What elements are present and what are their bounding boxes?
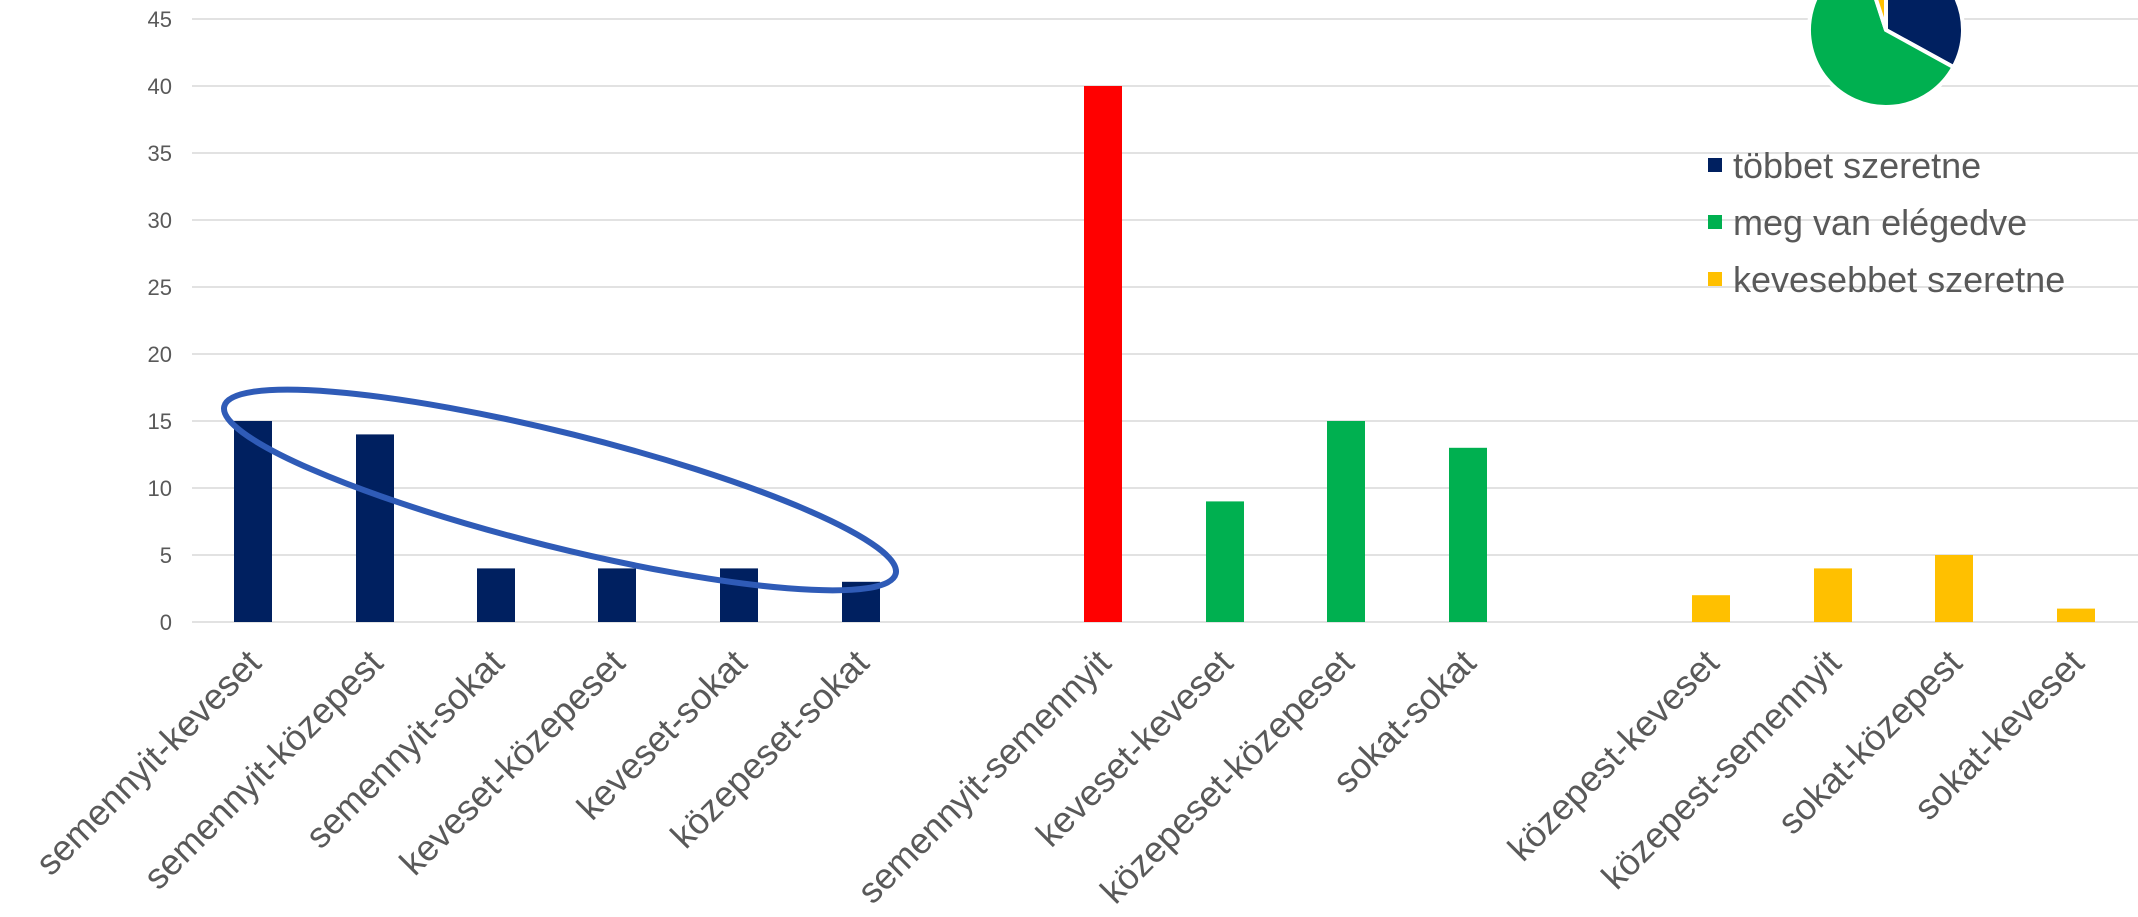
y-tick-label: 30 xyxy=(148,208,172,233)
annotation-ellipse-layer xyxy=(220,386,900,594)
bar-közepeset-közepeset xyxy=(1327,421,1365,622)
bar-közepest-keveset xyxy=(1692,595,1730,622)
bar-sokat-keveset xyxy=(2057,608,2095,622)
bar-semennyit-keveset xyxy=(234,421,272,622)
legend-swatch xyxy=(1708,272,1722,286)
bar-semennyit-közepest xyxy=(356,434,394,622)
x-tick-label: közepest-keveset xyxy=(1500,642,1727,869)
y-tick-label: 15 xyxy=(148,409,172,434)
x-tick-label: közepest-semennyit xyxy=(1593,642,1848,897)
y-tick-label: 45 xyxy=(148,7,172,32)
bar-keveset-keveset xyxy=(1206,501,1244,622)
bar-sokat-közepest xyxy=(1935,555,1973,622)
x-tick-label: semennyit-keveset xyxy=(27,642,268,883)
x-tick-label: semennyit-közepest xyxy=(135,642,390,897)
bar-sokat-sokat xyxy=(1449,447,1487,622)
legend: többet szeretne meg van elégedve kevesebbe… xyxy=(1708,145,2065,300)
bar-közepest-semennyit xyxy=(1814,568,1852,622)
pie-slice xyxy=(1884,0,1965,70)
bar-keveset-sokat xyxy=(720,568,758,622)
y-tick-label: 40 xyxy=(148,74,172,99)
y-tick-label: 25 xyxy=(148,275,172,300)
bar-semennyit-semennyit xyxy=(1084,86,1122,622)
y-tick-label: 5 xyxy=(160,543,172,568)
pie-slice xyxy=(1874,0,1888,31)
inset-pie-chart xyxy=(1807,0,1965,109)
x-axis-ticks: semennyit-kevesetsemennyit-közepestsemen… xyxy=(27,642,2091,912)
legend-label: kevesebbet szeretne xyxy=(1733,259,2065,300)
legend-swatch xyxy=(1708,158,1722,172)
y-tick-label: 35 xyxy=(148,141,172,166)
y-axis-ticks: 0 5 10 15 20 25 30 35 40 45 xyxy=(148,7,172,635)
legend-label: többet szeretne xyxy=(1733,145,1981,186)
legend-swatch xyxy=(1708,215,1722,229)
pie-slice xyxy=(1807,0,1957,109)
y-tick-label: 20 xyxy=(148,342,172,367)
y-tick-label: 10 xyxy=(148,476,172,501)
x-tick-label: keveset-közepeset xyxy=(391,642,632,883)
y-tick-label: 0 xyxy=(160,610,172,635)
bars xyxy=(234,86,2095,622)
bar-keveset-közepeset xyxy=(598,568,636,622)
bar-semennyit-sokat xyxy=(477,568,515,622)
legend-label: meg van elégedve xyxy=(1733,202,2027,243)
annotation-ellipse xyxy=(220,386,900,594)
